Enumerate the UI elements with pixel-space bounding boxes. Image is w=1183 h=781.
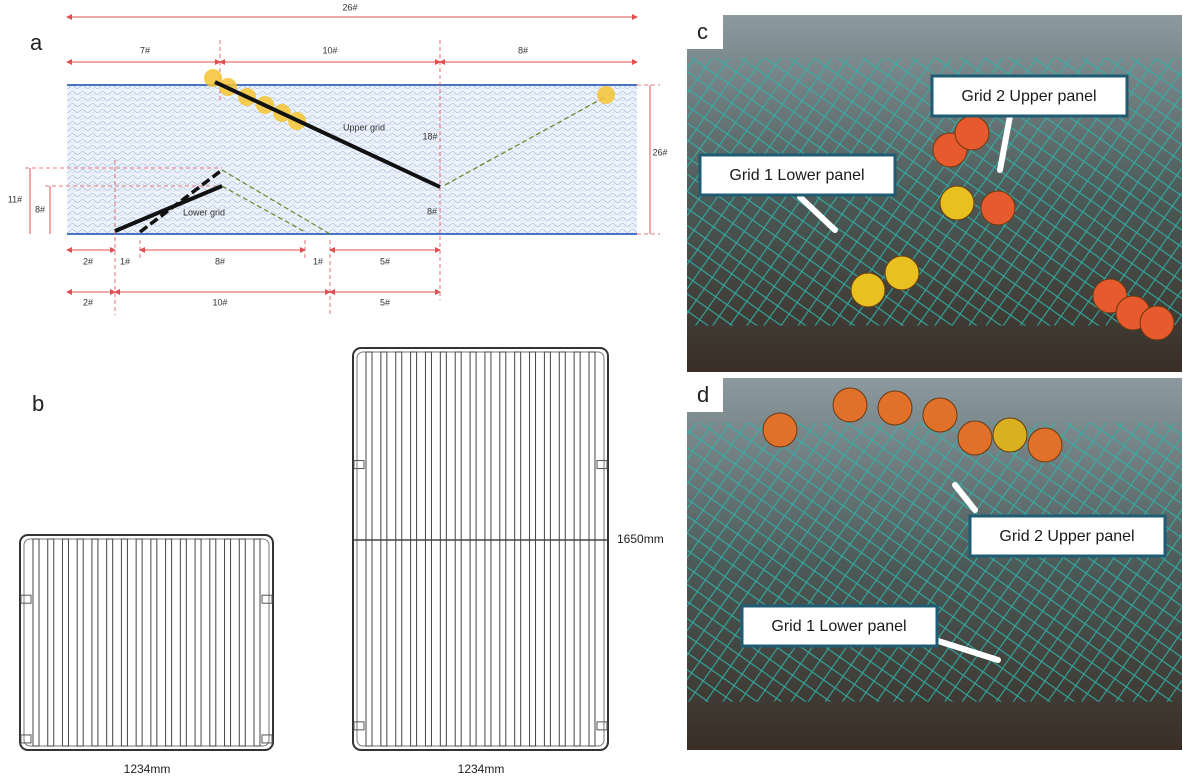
grid-clip: [262, 595, 272, 603]
grid-bar: [180, 539, 186, 746]
callout-text: Grid 2 Upper panel: [999, 528, 1134, 545]
grid-bar: [396, 352, 402, 746]
float: [940, 186, 974, 220]
float: [958, 421, 992, 455]
grid-bar: [470, 352, 476, 746]
grid-bar: [107, 539, 113, 746]
grid-clip: [597, 722, 607, 730]
grid-bar: [136, 539, 142, 746]
grid-frame-inner: [24, 539, 269, 746]
grid-bar: [425, 352, 431, 746]
grid-clip: [354, 461, 364, 469]
dimension-label: 8#: [427, 206, 437, 216]
dimension-label: 8#: [518, 45, 528, 55]
grid-bar: [121, 539, 127, 746]
panel-label: a: [30, 30, 43, 55]
grid-bar: [239, 539, 245, 746]
float: [851, 273, 885, 307]
dimension-label: 26#: [652, 147, 667, 157]
grid-bar: [254, 539, 260, 746]
dimension-label: 5#: [380, 297, 390, 307]
dimension-label: 1#: [120, 256, 130, 266]
grid-bar: [500, 352, 506, 746]
dimension-label: 8#: [35, 204, 45, 214]
grid-bar: [166, 539, 172, 746]
grid-bar: [589, 352, 595, 746]
panel-label: d: [697, 382, 709, 407]
dimension-label: 1650mm: [617, 532, 664, 546]
panel-label: c: [697, 19, 708, 44]
dimension-label: 10#: [322, 45, 337, 55]
grid-bar: [151, 539, 157, 746]
callout-text: Grid 2 Upper panel: [961, 88, 1096, 105]
dimension-label: 1234mm: [124, 762, 171, 776]
grid-frame: [20, 535, 273, 750]
grid-bar: [33, 539, 39, 746]
dimension-label: 18#: [422, 131, 437, 141]
panel-label: b: [32, 391, 44, 416]
dimension-label: 5#: [380, 256, 390, 266]
float: [1028, 428, 1062, 462]
dimension-label: 26#: [342, 2, 357, 12]
float: [763, 413, 797, 447]
float: [923, 398, 957, 432]
dimension-label: 11#: [8, 194, 22, 204]
grid-bar: [544, 352, 550, 746]
dimension-label: 2#: [83, 256, 93, 266]
grid-bar: [411, 352, 417, 746]
grid-bar: [62, 539, 68, 746]
grid-bar: [225, 539, 231, 746]
grid-bar: [440, 352, 446, 746]
dimension-label: 7#: [140, 45, 150, 55]
dimension-label: 1234mm: [458, 762, 505, 776]
dimension-label: 8#: [215, 256, 225, 266]
float: [885, 256, 919, 290]
dimension-label: 10#: [212, 297, 227, 307]
grid-clip: [262, 735, 272, 743]
page: a Upper grid Lower grid 26# 7# 10# 8# 18# 26# 8# 1…: [0, 0, 1183, 781]
float: [878, 391, 912, 425]
grid-label: Lower grid: [183, 207, 225, 217]
callout-text: Grid 1 Lower panel: [729, 167, 864, 184]
photo-net: [687, 423, 1182, 702]
grid-bar: [210, 539, 216, 746]
grid-bar: [574, 352, 580, 746]
grid-bar: [381, 352, 387, 746]
grid-bar: [366, 352, 372, 746]
float: [833, 388, 867, 422]
grid-bar: [485, 352, 491, 746]
grid-bar: [195, 539, 201, 746]
grid-bar: [530, 352, 536, 746]
grid-bar: [515, 352, 521, 746]
dimension-label: 1#: [313, 256, 323, 266]
float: [955, 116, 989, 150]
grid-frame: [353, 348, 608, 750]
grid-clip: [21, 735, 31, 743]
grid-bar: [559, 352, 565, 746]
float: [993, 418, 1027, 452]
grid-bar: [455, 352, 461, 746]
net-mesh: [67, 85, 637, 234]
grid-clip: [597, 461, 607, 469]
grid-clip: [21, 595, 31, 603]
grid-clip: [354, 722, 364, 730]
callout-text: Grid 1 Lower panel: [771, 618, 906, 635]
grid-bar: [48, 539, 54, 746]
grid-frame-inner: [357, 352, 604, 746]
float: [981, 191, 1015, 225]
float: [1140, 306, 1174, 340]
grid-bar: [77, 539, 83, 746]
figure: a Upper grid Lower grid 26# 7# 10# 8# 18# 26# 8# 1…: [0, 0, 1183, 781]
grid-bar: [92, 539, 98, 746]
dimension-label: 2#: [83, 297, 93, 307]
figure-content: a Upper grid Lower grid 26# 7# 10# 8# 18# 26# 8# 1…: [8, 2, 1182, 776]
grid-label: Upper grid: [343, 122, 385, 132]
float: [597, 86, 615, 104]
